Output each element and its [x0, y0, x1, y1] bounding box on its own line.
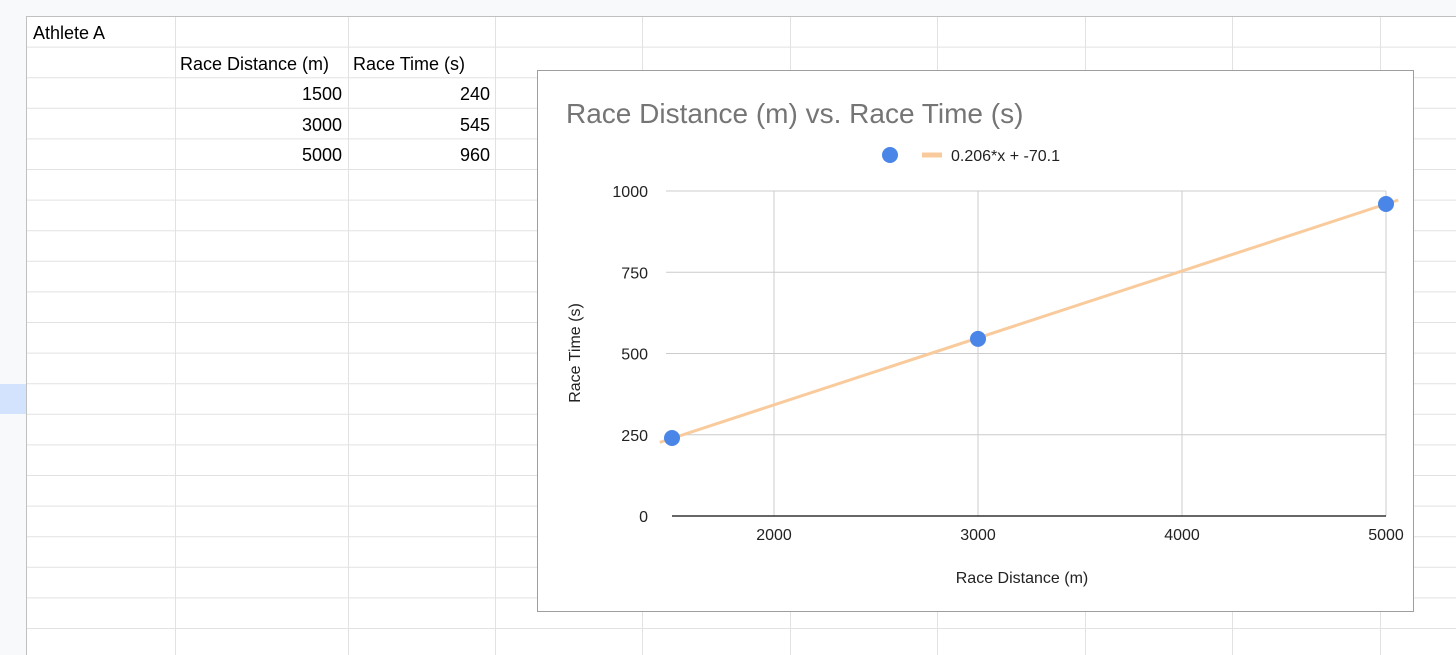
row-header-bar[interactable]	[0, 16, 27, 655]
y-axis-label: Race Time (s)	[567, 303, 584, 403]
distance-cell-1[interactable]: 1500	[301, 84, 342, 104]
chart-container[interactable]: Race Distance (m) vs. Race Time (s) 0.20…	[537, 70, 1414, 612]
distance-cell-2[interactable]: 3000	[301, 115, 342, 135]
y-tick-label-2: 500	[621, 347, 648, 364]
y-tick-label-3: 750	[621, 265, 648, 282]
x-tick-label-0: 2000	[756, 527, 792, 544]
plot-area: 0 250 500 750 1000 2000 3000 4000 5000	[612, 184, 1403, 544]
x-tick-label-3: 5000	[1368, 527, 1404, 544]
x-tick-label-1: 3000	[960, 527, 996, 544]
distance-cell-3[interactable]: 5000	[301, 145, 342, 165]
x-tick-label-2: 4000	[1164, 527, 1200, 544]
x-axis-label: Race Distance (m)	[956, 570, 1088, 587]
time-cell-2[interactable]: 545	[459, 115, 490, 135]
header-time-cell[interactable]: Race Time (s)	[353, 54, 466, 74]
data-point-0-2	[1378, 196, 1394, 212]
time-cell-1[interactable]: 240	[459, 84, 490, 104]
legend-trendline-label: 0.206*x + -70.1	[951, 148, 1060, 165]
chart-title: Race Distance (m) vs. Race Time (s)	[566, 98, 1023, 129]
y-tick-label-1: 250	[621, 428, 648, 445]
athlete-label-cell[interactable]: Athlete A	[33, 23, 106, 43]
column-header-bar[interactable]	[0, 0, 1456, 17]
data-point-0-0	[664, 430, 680, 446]
time-cell-3[interactable]: 960	[459, 145, 490, 165]
scatter-chart: Race Distance (m) vs. Race Time (s) 0.20…	[566, 98, 1404, 587]
y-tick-label-0: 0	[639, 509, 648, 526]
y-tick-label-4: 1000	[612, 184, 648, 201]
header-distance-cell[interactable]: Race Distance (m)	[180, 54, 330, 74]
trendline	[659, 198, 1399, 444]
data-point-0-1	[970, 330, 986, 347]
selected-row-header[interactable]	[0, 384, 26, 414]
legend-series-marker	[882, 147, 898, 163]
